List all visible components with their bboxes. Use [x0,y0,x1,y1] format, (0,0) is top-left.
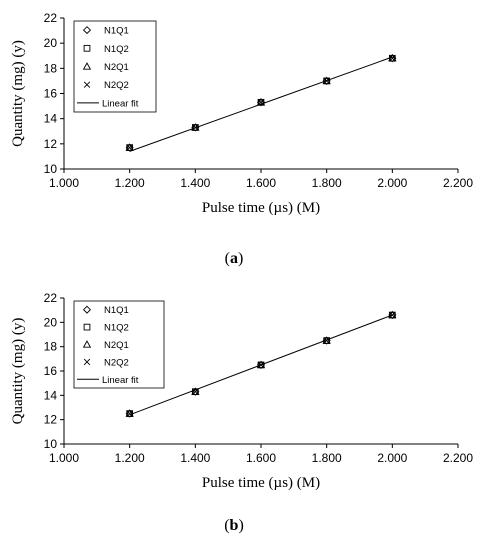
legend-marker-n2q1 [82,62,92,70]
legend-label: N2Q2 [104,80,129,91]
data-point-n1q1 [125,143,134,152]
data-point-n2q2 [126,144,133,151]
x-tick-label: 1.600 [246,451,276,465]
x-tick-label: 1.400 [180,451,210,465]
legend-marker-n1q2 [83,44,91,52]
x-tick-label: 2.200 [443,451,473,465]
x-tick-label: 1.800 [312,176,342,190]
legend-marker-n1q1 [82,26,92,35]
y-axis-title: Quantity (mg) (y) [10,318,26,425]
x-tick-label: 1.000 [49,451,79,465]
data-point-n2q2 [257,361,265,369]
y-tick-label: 10 [44,162,58,176]
y-tick-label: 12 [44,137,58,151]
data-point-n2q2 [192,388,199,395]
panel-caption: (b) [224,517,244,534]
legend-label: N1Q1 [104,26,129,37]
x-tick-label: 2.000 [377,451,407,465]
y-tick-label: 14 [44,388,58,402]
y-axis-title: Quantity (mg) (y) [10,40,26,147]
x-tick-label: 1.400 [180,176,210,190]
legend-marker-n2q2 [83,81,91,88]
data-point-n2q1 [256,360,266,369]
x-tick-label: 1.200 [115,451,145,465]
data-point-n1q1 [256,360,266,369]
data-point-n1q1 [388,54,397,63]
x-tick-label: 1.800 [312,451,342,465]
data-point-n2q1 [388,310,397,319]
legend-label: N2Q1 [104,340,129,351]
data-point-n2q1 [125,409,134,417]
legend-label: N1Q2 [104,323,129,334]
legend-label: N2Q2 [104,357,129,368]
linear-fit-line [129,56,393,152]
y-tick-label: 14 [44,112,58,126]
chart-panel-a: 10 12 14 16 18 20 22 1.000 1.200 1.400 1.600 1.800 2… [10,11,473,267]
y-tick-label: 22 [44,291,58,305]
y-tick-label: 12 [44,413,58,427]
y-tick-label: 16 [44,87,58,101]
y-tick-label: 20 [44,315,58,329]
legend-box [73,20,157,113]
x-tick-label: 1.200 [115,176,145,190]
data-point-n1q1 [388,310,397,320]
legend-label: Linear fit [102,375,139,386]
data-point-n1q1 [322,76,331,85]
x-tick-label: 1.600 [246,176,276,190]
x-tick-label: 2.200 [443,176,473,190]
data-point-n2q2 [192,124,199,131]
y-tick-label: 18 [44,61,58,75]
data-point-n1q1 [256,98,266,107]
legend-marker-n2q1 [82,340,92,348]
y-tick-label: 22 [44,11,58,25]
x-axis-title: Pulse time (µs) (M) [202,475,320,491]
legend-label: N1Q1 [104,305,129,316]
y-tick-label: 10 [44,437,58,451]
x-axis-title: Pulse time (µs) (M) [202,200,320,216]
data-point-n2q1 [125,143,134,151]
data-point-n2q2 [389,311,396,319]
legend-marker-n1q2 [83,323,91,331]
data-point-n1q1 [191,387,200,396]
x-tick-label: 1.000 [49,176,79,190]
data-point-n2q1 [388,53,397,62]
legend-marker-n2q2 [83,358,91,366]
data-point-n2q1 [322,336,331,344]
data-point-n2q2 [323,337,330,344]
data-point-n2q2 [257,99,265,106]
x-tick-label: 2.000 [377,176,407,190]
data-point-n1q1 [191,123,200,132]
data-point-n2q1 [322,76,331,85]
y-tick-label: 16 [44,364,58,378]
data-point-n2q2 [389,55,396,62]
panel-caption: (a) [225,250,244,267]
data-point-n2q2 [323,77,330,85]
data-point-n2q1 [191,387,200,395]
legend-label: N2Q1 [104,62,129,73]
chart-panel-b: 10 12 14 16 18 20 22 1.000 1.200 1.400 1.600 1.800 2… [10,291,473,534]
data-point-n1q1 [125,409,134,418]
y-tick-label: 20 [44,36,58,50]
legend-label: Linear fit [102,98,139,109]
legend-label: N1Q2 [104,44,129,55]
data-point-n1q1 [322,336,331,345]
y-tick-label: 18 [44,340,58,354]
data-point-n2q2 [126,410,133,417]
data-point-n2q1 [191,123,200,131]
data-point-n2q1 [256,97,266,106]
legend-marker-n1q1 [82,305,92,314]
